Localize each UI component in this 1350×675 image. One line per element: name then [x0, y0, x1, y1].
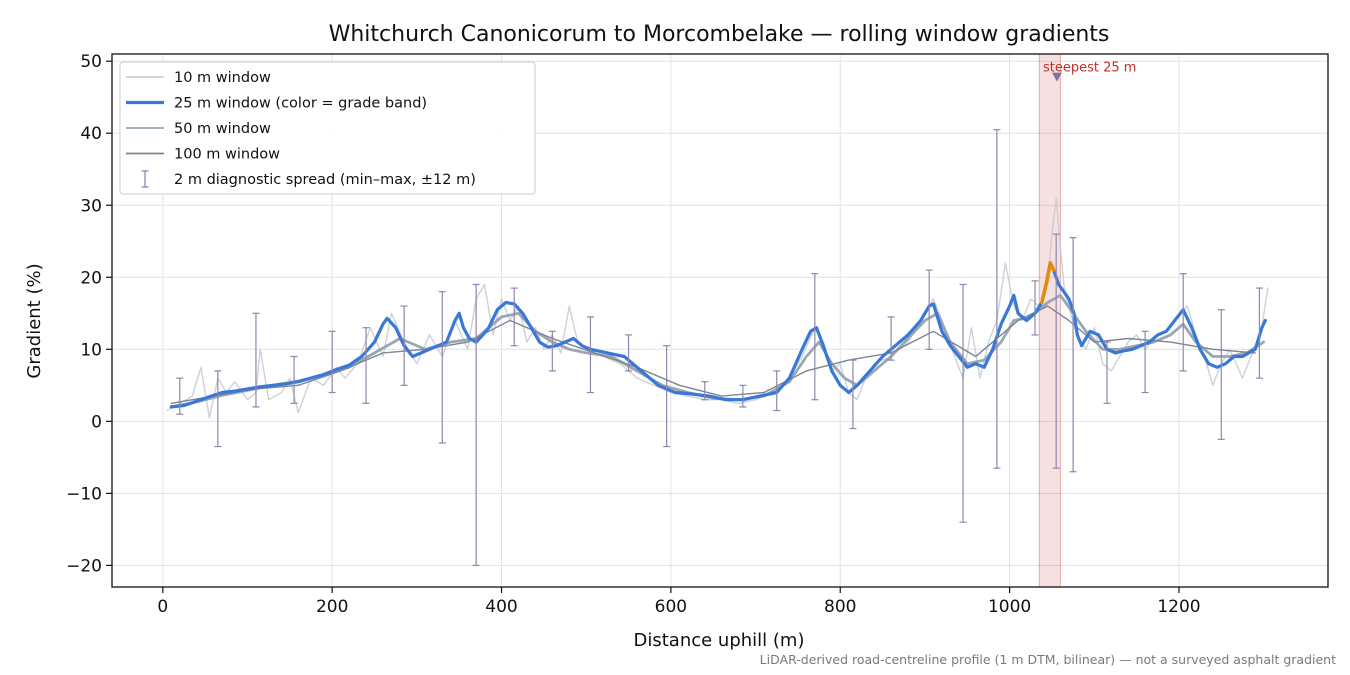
y-tick-label: −20: [66, 556, 102, 576]
errorbar-layer: [176, 129, 1263, 566]
errorbar: [1217, 309, 1225, 440]
errorbar: [1255, 287, 1263, 379]
errorbar: [1069, 237, 1077, 473]
x-axis-label: Distance uphill (m): [634, 630, 805, 651]
errorbar: [214, 370, 222, 448]
plot-frame: [111, 53, 1329, 588]
legend-label: 10 m window: [174, 70, 271, 86]
errorbar: [959, 283, 967, 523]
y-tick-label: −10: [66, 484, 102, 504]
x-tick-label: 400: [485, 597, 517, 617]
y-tick-label: 30: [80, 196, 102, 216]
axis-ticks: 0 200 400 600 800 1000 1200 −20 −10 0 10 20 30 40 50: [66, 52, 1200, 617]
errorbar: [1179, 273, 1187, 372]
x-tick-label: 600: [655, 597, 687, 617]
errorbar: [176, 377, 184, 415]
legend-item: 2 m diagnostic spread (min–max, ±12 m): [141, 170, 476, 188]
legend-label: 50 m window: [174, 121, 271, 137]
legend-box: [119, 61, 536, 195]
legend-label: 100 m window: [174, 147, 280, 163]
errorbar: [1103, 341, 1111, 404]
errorbar: [438, 291, 446, 444]
legend-item: 100 m window: [126, 147, 280, 163]
errorbar: [1031, 280, 1039, 336]
legend-item: 10 m window: [126, 70, 271, 86]
highlight-band-layer: [1038, 53, 1061, 588]
x-tick-label: 1000: [988, 597, 1031, 617]
errorbar: [663, 345, 671, 448]
chart-title: Whitchurch Canonicorum to Morcombelake —…: [329, 22, 1110, 47]
errorbar: [510, 287, 518, 347]
legend-label: 2 m diagnostic spread (min–max, ±12 m): [174, 172, 476, 188]
steepest-marker-triangle: [1052, 72, 1063, 82]
steepest-highlight-band: [1038, 53, 1061, 588]
errorbar: [1052, 233, 1060, 469]
errorbar: [993, 129, 1001, 469]
legend: 10 m window 25 m window (color = grade ba…: [119, 61, 536, 195]
errorbar: [362, 327, 370, 404]
x-tick-label: 800: [824, 597, 856, 617]
series-line-25-m-window: [169, 261, 1267, 409]
errorbar: [887, 316, 895, 361]
y-axis-label: Gradient (%): [24, 263, 45, 378]
errorbar: [472, 283, 480, 566]
y-tick-label: 50: [80, 52, 102, 72]
x-tick-label: 0: [157, 597, 168, 617]
y-tick-label: 0: [91, 412, 102, 432]
errorbar: [773, 370, 781, 412]
errorbar: [925, 269, 933, 350]
y-tick-label: 40: [80, 124, 102, 144]
highlight-marker-layer: steepest 25 m: [1043, 61, 1136, 82]
errorbar: [701, 381, 709, 401]
legend-item: 50 m window: [126, 121, 271, 137]
errorbar: [548, 330, 556, 372]
errorbar: [252, 312, 260, 408]
steepest-label: steepest 25 m: [1043, 61, 1136, 76]
legend-label: 25 m window (color = grade band): [174, 96, 427, 112]
errorbar: [811, 273, 819, 401]
legend-item: 25 m window (color = grade band): [126, 96, 427, 112]
y-tick-label: 20: [80, 268, 102, 288]
errorbar: [290, 355, 298, 404]
x-tick-label: 1200: [1157, 597, 1200, 617]
y-tick-label: 10: [80, 340, 102, 360]
errorbar: [400, 305, 408, 386]
errorbar: [739, 384, 747, 408]
errorbar: [1141, 330, 1149, 394]
footnote: LiDAR-derived road-centreline profile (1…: [759, 652, 1336, 667]
errorbar: [849, 359, 857, 430]
series-line-100-m-window: [170, 305, 1256, 404]
errorbar: [328, 330, 336, 394]
errorbar: [586, 316, 594, 394]
x-tick-label: 200: [316, 597, 348, 617]
steepest-segment-line: [1040, 261, 1056, 305]
errorbar: [625, 334, 633, 372]
